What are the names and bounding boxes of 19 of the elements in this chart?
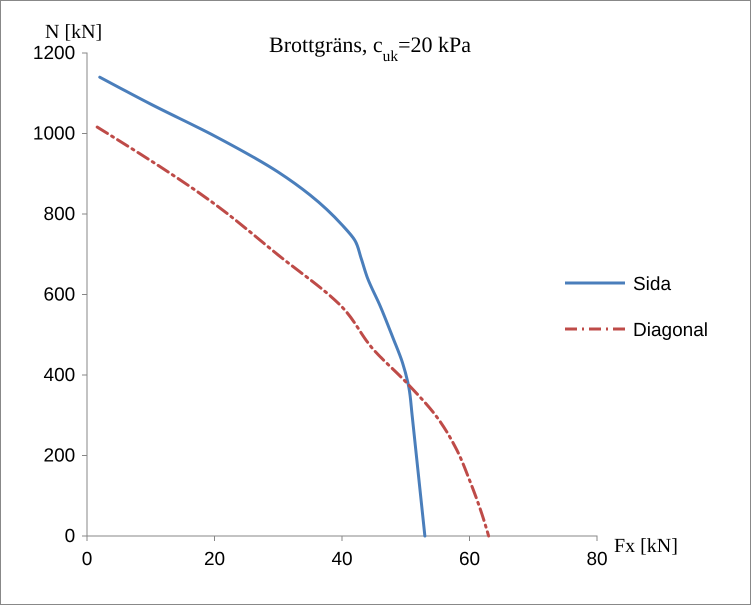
x-tick-label: 40 xyxy=(331,548,353,570)
y-tick-label: 1200 xyxy=(32,43,76,64)
y-tick-label: 1000 xyxy=(32,124,76,145)
y-tick-label: 200 xyxy=(43,446,76,467)
line-series xyxy=(96,126,490,538)
x-tick-label: 80 xyxy=(586,548,608,570)
y-tick-label: 0 xyxy=(64,526,76,548)
line-series xyxy=(98,76,426,538)
x-tick-label: 60 xyxy=(458,548,480,570)
y-tick-label: 600 xyxy=(43,284,76,306)
y-axis-title: N [kN] xyxy=(45,21,102,43)
x-tick-label: 20 xyxy=(204,548,226,570)
x-axis-title: Fx [kN] xyxy=(614,535,678,557)
y-tick-label: 800 xyxy=(43,204,76,226)
x-tick-label: 0 xyxy=(82,548,92,570)
legend-label: Diagonal xyxy=(633,320,708,341)
legend-label: Sida xyxy=(633,274,672,295)
y-tick-label: 400 xyxy=(43,365,76,386)
chart-title: Brottgräns, c$_{uk}$=20 kPa xyxy=(269,32,472,64)
